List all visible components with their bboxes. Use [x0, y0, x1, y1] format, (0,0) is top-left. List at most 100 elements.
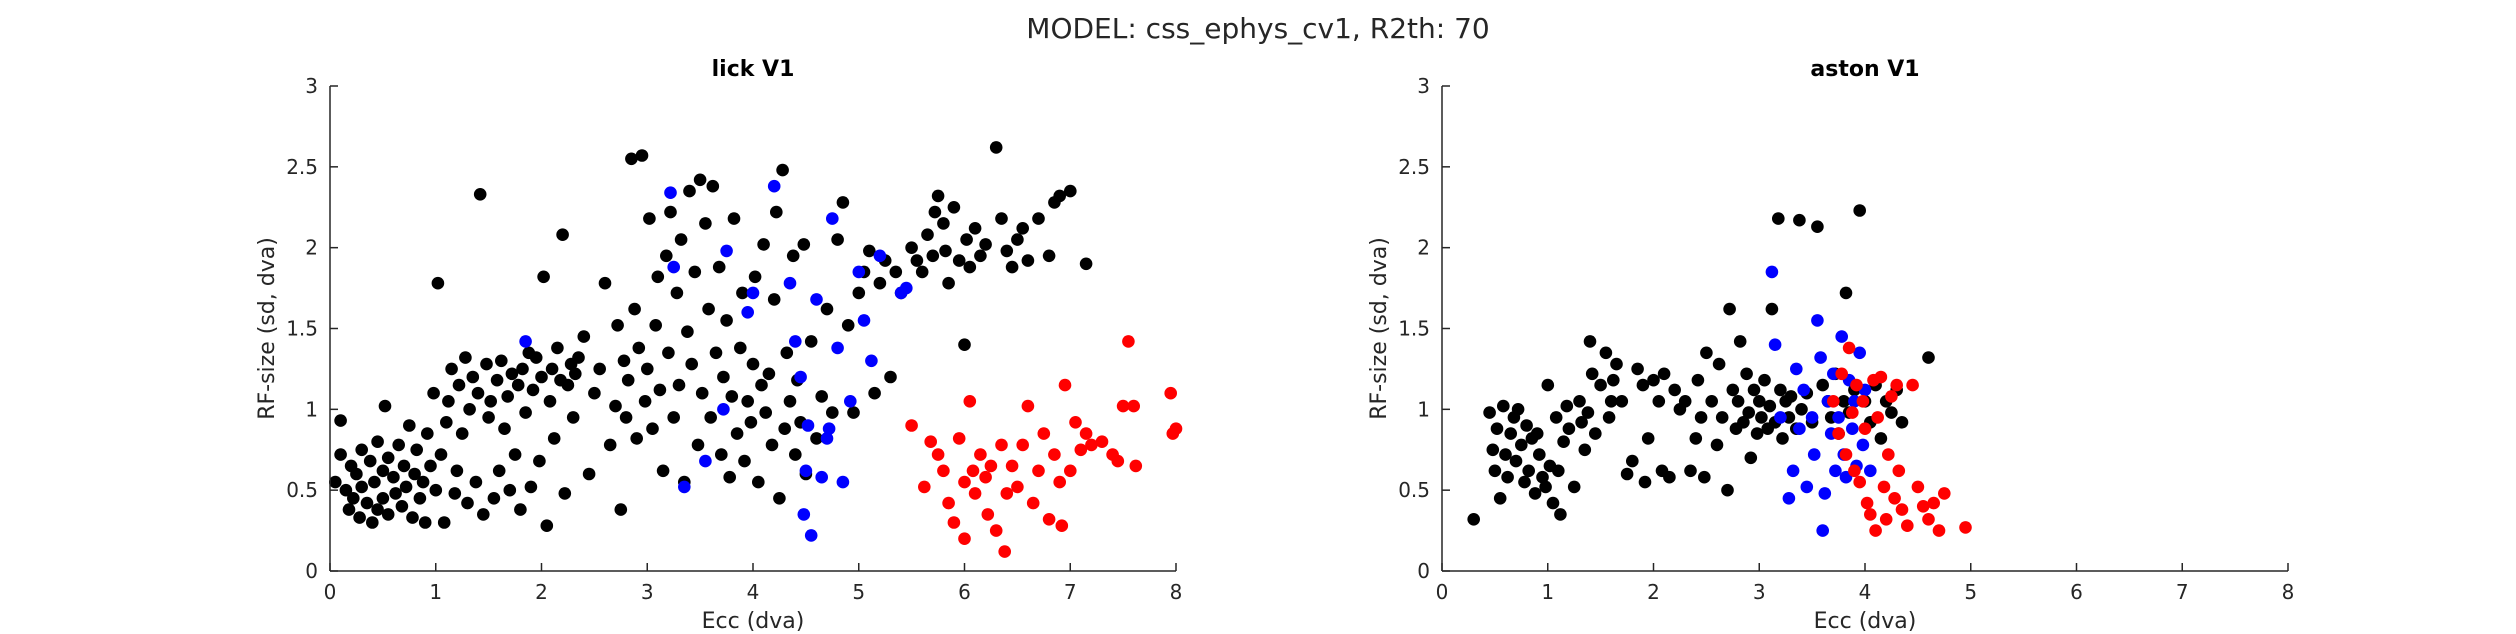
scatter-point — [797, 238, 811, 251]
scatter-point — [1715, 411, 1729, 424]
scatter-point — [611, 319, 624, 332]
scatter-point — [1733, 335, 1747, 348]
scatter-point — [921, 228, 934, 241]
scatter-point — [801, 419, 815, 432]
x-tick-label: 0 — [324, 580, 337, 604]
scatter-point — [1763, 399, 1777, 413]
scatter-point — [1774, 383, 1787, 397]
scatter-point — [503, 483, 517, 497]
scatter-point — [746, 286, 760, 300]
scatter-point — [984, 459, 998, 473]
scatter-point — [815, 390, 828, 403]
scatter-point — [397, 459, 411, 473]
scatter-point — [1504, 427, 1517, 440]
scatter-point — [979, 238, 992, 251]
scatter-point — [794, 370, 807, 384]
scatter-point — [1864, 464, 1877, 478]
scatter-point — [1959, 521, 1972, 534]
scatter-point — [410, 443, 424, 457]
scatter-point — [884, 370, 897, 384]
scatter-point — [704, 411, 717, 424]
scatter-point — [490, 373, 504, 387]
scatter-point — [421, 427, 434, 440]
scatter-point — [1916, 500, 1930, 513]
scatter-point — [1835, 330, 1848, 343]
scatter-point — [635, 149, 649, 162]
scatter-point — [614, 503, 628, 516]
scatter-point — [678, 480, 691, 494]
scatter-point — [725, 390, 739, 403]
scatter-point — [1842, 341, 1856, 355]
scatter-point — [461, 496, 474, 510]
scatter-point — [723, 470, 736, 484]
scatter-point — [1750, 427, 1764, 440]
scatter-point — [492, 464, 506, 478]
scatter-point — [889, 265, 903, 279]
scatter-point — [440, 416, 453, 429]
scatter-point — [910, 254, 924, 267]
scatter-point — [1890, 378, 1903, 392]
scatter-point — [603, 438, 617, 452]
scatter-point — [734, 341, 747, 355]
scatter-point — [717, 370, 730, 384]
scatter-point — [759, 406, 772, 419]
y-axis-label: RF-size (sd, dva) — [255, 237, 280, 420]
scatter-point — [413, 492, 427, 505]
scatter-point — [588, 386, 601, 400]
scatter-point — [533, 454, 546, 468]
scatter-point — [347, 492, 360, 505]
scatter-point — [516, 362, 529, 376]
y-tick-label: 1 — [305, 397, 318, 421]
scatter-point — [1488, 464, 1502, 478]
scatter-point — [545, 362, 559, 376]
scatter-point — [1552, 464, 1565, 478]
scatter-point — [776, 163, 789, 177]
scatter-point — [1560, 399, 1574, 413]
y-tick-label: 2.5 — [1398, 155, 1430, 179]
panel-title: aston V1 — [1810, 57, 1919, 82]
scatter-point — [1127, 399, 1140, 413]
scatter-point — [514, 503, 527, 516]
scatter-point — [1493, 492, 1507, 505]
y-tick-label: 0.5 — [286, 478, 318, 502]
scatter-point — [1016, 438, 1029, 452]
scatter-point — [1581, 406, 1595, 419]
scatter-point — [836, 196, 850, 209]
scatter-point — [535, 370, 548, 384]
scatter-point — [1663, 470, 1676, 484]
scatter-point — [685, 357, 698, 371]
scatter-point — [463, 403, 476, 416]
scatter-point — [1539, 480, 1552, 494]
scatter-point — [995, 212, 1008, 225]
scatter-point — [1885, 406, 1898, 419]
scatter-point — [1835, 367, 1848, 381]
scatter-point — [1911, 480, 1925, 494]
scatter-point — [1856, 395, 1870, 408]
scatter-point — [918, 480, 931, 494]
scatter-point — [931, 448, 945, 461]
scatter-point — [1533, 448, 1546, 461]
scatter-point — [1726, 383, 1740, 397]
axes: 0 1 2 3 4 5 6 7 8 0 0.5 1 1.5 2 2.5 3 — [286, 74, 1182, 604]
scatter-point — [1518, 475, 1531, 489]
scatter-point — [799, 464, 813, 478]
scatter-point — [1860, 496, 1874, 510]
scatter-point — [1657, 367, 1671, 381]
scatter-point — [937, 217, 950, 230]
scatter-point — [1744, 451, 1758, 465]
scatter-point — [1772, 212, 1785, 225]
scatter-point — [355, 443, 369, 457]
scatter-point — [1786, 464, 1800, 478]
scatter-point — [1784, 390, 1798, 403]
scatter-point — [905, 241, 918, 254]
scatter-point — [1927, 496, 1940, 510]
scatter-point — [695, 386, 709, 400]
scatter-point — [924, 435, 937, 449]
scatter-point — [524, 480, 538, 494]
scatter-point — [770, 205, 783, 219]
figure-suptitle: MODEL: css_ephys_cv1, R2th: 70 — [1026, 12, 1489, 45]
scatter-panel-aston-v1: aston V1 0 1 2 3 4 5 6 7 8 0 0.5 1 1.5 2 2.5 3 Ecc (dva… — [1367, 57, 2294, 634]
scatter-point — [1805, 411, 1819, 424]
scatter-point — [363, 454, 377, 468]
y-tick-label: 0 — [1417, 559, 1430, 583]
